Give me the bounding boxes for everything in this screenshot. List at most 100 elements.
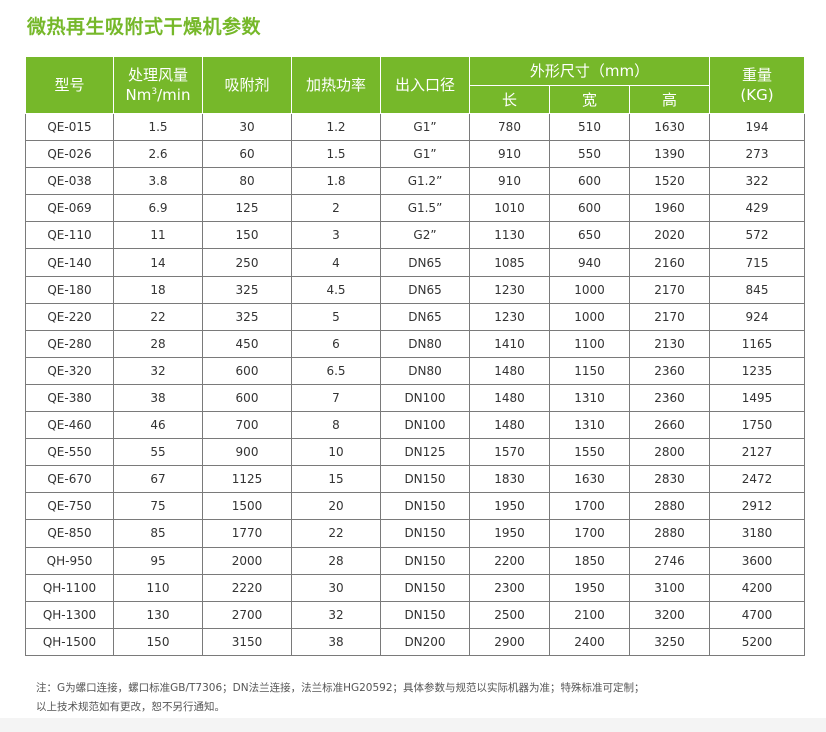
table-cell: 2000 xyxy=(202,546,292,575)
table-cell: QH-950 xyxy=(25,546,114,575)
table-cell: 80 xyxy=(202,167,292,196)
header-port: 出入口径 xyxy=(380,56,470,114)
footnote-line-2: 以上技术规范如有更改，恕不另行通知。 xyxy=(36,701,225,713)
table-row: QH-1300 130 2700 32 DN150 2500 2100 3200 4700 xyxy=(25,600,805,629)
header-width: 宽 xyxy=(549,85,630,114)
table-cell: QE-038 xyxy=(25,167,114,196)
table-cell: DN150 xyxy=(380,573,470,602)
header-flow-label: 处理风量 xyxy=(127,66,188,84)
table-cell: 322 xyxy=(709,167,805,196)
table-cell: 30 xyxy=(202,112,292,142)
table-cell: 2127 xyxy=(709,438,805,467)
table-cell: 715 xyxy=(709,248,805,277)
table-cell: 325 xyxy=(202,275,292,304)
table-cell: 910 xyxy=(469,167,550,196)
table-cell: DN65 xyxy=(380,248,470,277)
table-cell: 2360 xyxy=(629,383,710,413)
table-cell: 11 xyxy=(113,221,203,250)
table-cell: 1310 xyxy=(549,383,630,413)
table-cell: 110 xyxy=(113,573,203,602)
table-cell: 2220 xyxy=(202,573,292,602)
table-cell: 2400 xyxy=(549,627,630,656)
table-cell: 2800 xyxy=(629,438,710,467)
table-cell: DN80 xyxy=(380,329,470,358)
table-row: QH-950 95 2000 28 DN150 2200 1850 2746 3600 xyxy=(25,546,805,575)
table-row: QH-1100 110 2220 30 DN150 2300 1950 3100 4200 xyxy=(25,573,805,602)
table-cell: 1950 xyxy=(469,519,550,548)
table-cell: 2 xyxy=(291,194,381,223)
table-cell: 325 xyxy=(202,302,292,331)
table-row: QH-1500 150 3150 38 DN200 2900 2400 3250 5200 xyxy=(25,627,805,656)
table-cell: 1950 xyxy=(549,573,630,602)
footnote-line-1: 注：G为螺口连接，螺口标准GB/T7306；DN法兰连接，法兰标准HG20592… xyxy=(36,682,645,694)
table-cell: 845 xyxy=(709,275,805,304)
header-flow: 处理风量 Nm3/min xyxy=(113,56,203,114)
table-row: QE-015 1.5 30 1.2 G1” 780 510 1630 194 xyxy=(25,112,805,142)
table-cell: 38 xyxy=(113,383,203,413)
table-cell: 780 xyxy=(469,112,550,142)
table-cell: 1480 xyxy=(469,383,550,413)
table-cell: 1000 xyxy=(549,302,630,331)
table-cell: 2900 xyxy=(469,627,550,656)
table-cell: 1130 xyxy=(469,221,550,250)
table-cell: G1.2” xyxy=(380,167,470,196)
table-cell: 4200 xyxy=(709,573,805,602)
table-cell: QE-550 xyxy=(25,438,114,467)
table-cell: 1520 xyxy=(629,167,710,196)
table-cell: 1480 xyxy=(469,411,550,440)
header-dimensions: 外形尺寸（mm） xyxy=(469,56,710,86)
table-cell: 1700 xyxy=(549,492,630,521)
table-cell: DN150 xyxy=(380,492,470,521)
table-cell: 2830 xyxy=(629,465,710,494)
table-cell: 910 xyxy=(469,140,550,169)
table-cell: G2” xyxy=(380,221,470,250)
table-cell: 924 xyxy=(709,302,805,331)
table-row: QE-750 75 1500 20 DN150 1950 1700 2880 2912 xyxy=(25,492,805,521)
table-cell: 85 xyxy=(113,519,203,548)
table-cell: QE-220 xyxy=(25,302,114,331)
table-cell: 1570 xyxy=(469,438,550,467)
table-cell: 2100 xyxy=(549,600,630,629)
table-cell: 15 xyxy=(291,465,381,494)
table-cell: 650 xyxy=(549,221,630,250)
header-weight-label: 重量 xyxy=(741,66,772,84)
table-cell: DN100 xyxy=(380,383,470,413)
table-cell: 1010 xyxy=(469,194,550,223)
table-cell: 1630 xyxy=(629,112,710,142)
table-row: QE-320 32 600 6.5 DN80 1480 1150 2360 1235 xyxy=(25,356,805,385)
table-cell: 1230 xyxy=(469,275,550,304)
table-cell: 1000 xyxy=(549,275,630,304)
table-cell: 2746 xyxy=(629,546,710,575)
table-cell: QE-320 xyxy=(25,356,114,385)
table-cell: 2020 xyxy=(629,221,710,250)
table-cell: QE-280 xyxy=(25,329,114,358)
table-cell: 600 xyxy=(549,194,630,223)
table-row: QE-180 18 325 4.5 DN65 1230 1000 2170 845 xyxy=(25,275,805,304)
table-cell: 2.6 xyxy=(113,140,203,169)
table-cell: 1960 xyxy=(629,194,710,223)
header-flow-unit: Nm3/min xyxy=(125,86,191,104)
table-cell: 2660 xyxy=(629,411,710,440)
table-cell: QH-1500 xyxy=(25,627,114,656)
table-cell: 6.5 xyxy=(291,356,381,385)
table-cell: 3250 xyxy=(629,627,710,656)
table-cell: 2500 xyxy=(469,600,550,629)
table-cell: 1390 xyxy=(629,140,710,169)
bottom-band xyxy=(0,718,826,732)
table-cell: QE-750 xyxy=(25,492,114,521)
table-cell: 1.8 xyxy=(291,167,381,196)
table-cell: 75 xyxy=(113,492,203,521)
table-cell: 450 xyxy=(202,329,292,358)
table-cell: 1550 xyxy=(549,438,630,467)
table-cell: 1230 xyxy=(469,302,550,331)
header-adsorbent: 吸附剂 xyxy=(202,56,292,114)
table-cell: 2130 xyxy=(629,329,710,358)
table-cell: 95 xyxy=(113,546,203,575)
table-cell: 600 xyxy=(202,383,292,413)
table-cell: 1700 xyxy=(549,519,630,548)
table-cell: DN65 xyxy=(380,275,470,304)
table-cell: 1150 xyxy=(549,356,630,385)
table-cell: DN65 xyxy=(380,302,470,331)
table-cell: QE-850 xyxy=(25,519,114,548)
table-cell: 550 xyxy=(549,140,630,169)
